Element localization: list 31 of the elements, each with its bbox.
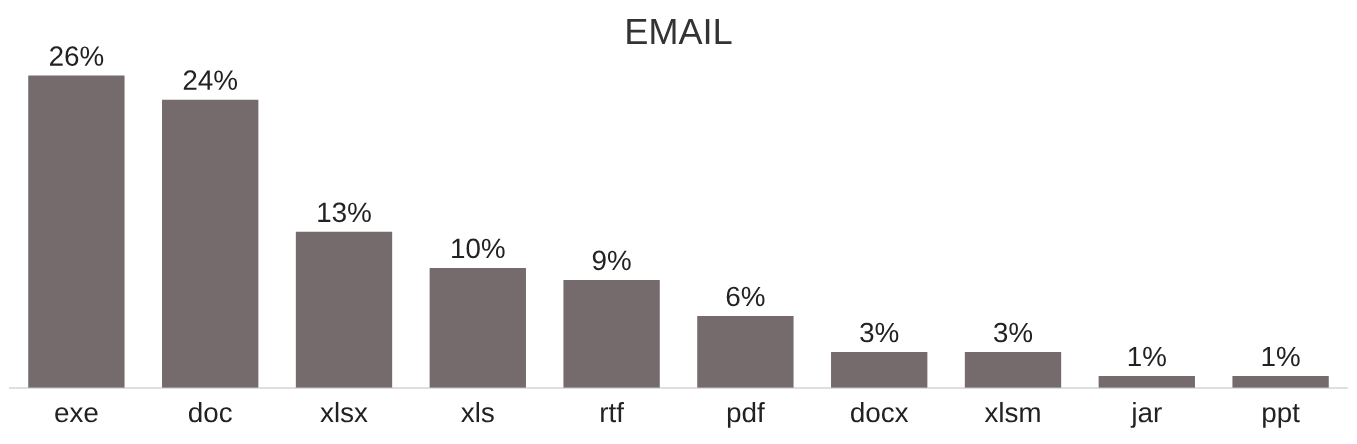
data-label: 1% — [1262, 346, 1300, 367]
x-tick-label: xlsm — [984, 401, 1040, 423]
x-tick-label: exe — [55, 407, 98, 423]
data-label: 3% — [860, 322, 899, 343]
data-label: 10% — [452, 238, 505, 259]
bar — [429, 267, 526, 389]
chart-title: EMAIL — [627, 19, 732, 44]
data-label: 6% — [726, 286, 765, 307]
bar — [831, 352, 928, 389]
data-label: 3% — [993, 322, 1033, 343]
bar — [28, 75, 125, 389]
bar — [295, 231, 393, 389]
data-label: 26% — [50, 46, 104, 66]
bar — [1232, 376, 1329, 389]
data-label: 1% — [1128, 346, 1166, 367]
x-tick-label: xls — [461, 401, 494, 423]
x-tick-label: jar — [1130, 401, 1162, 428]
bar — [563, 279, 660, 389]
bar — [964, 352, 1062, 389]
bar — [1098, 376, 1195, 389]
x-tick-label: pdf — [727, 401, 765, 428]
x-tick-label: rtf — [601, 401, 624, 423]
data-label: 9% — [592, 250, 631, 271]
data-label: 13% — [318, 202, 371, 223]
x-tick-label: ppt — [1263, 404, 1300, 428]
x-tick-label: xlsx — [320, 401, 368, 423]
x-tick-label: doc — [188, 401, 232, 423]
data-label: 24% — [183, 70, 238, 90]
x-tick-label: docx — [851, 401, 909, 423]
bar — [697, 315, 794, 389]
bar — [162, 99, 259, 389]
